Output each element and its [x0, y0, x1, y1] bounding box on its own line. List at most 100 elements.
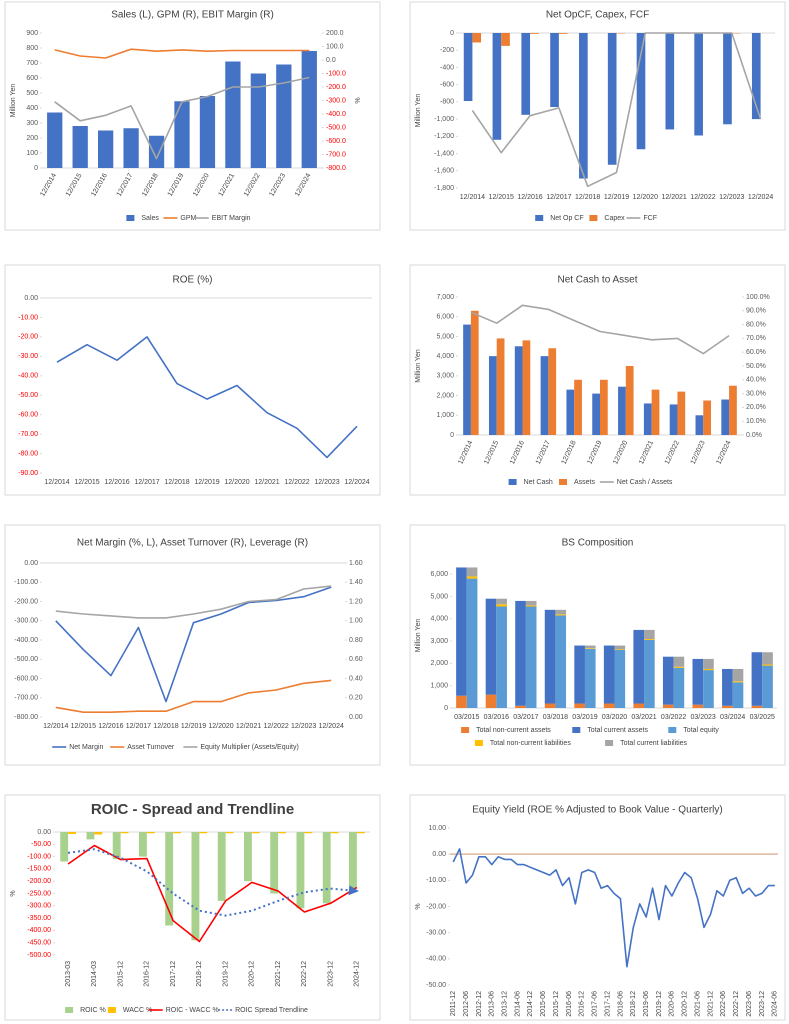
bar-segment	[732, 682, 744, 708]
legend-label: Net Op CF	[550, 215, 583, 222]
bar	[721, 399, 730, 435]
bar	[579, 33, 588, 179]
bar	[165, 832, 174, 926]
x-tick-label: 12/2024	[319, 723, 344, 730]
bar-segment	[603, 645, 615, 704]
legend-label: Asset Turnover	[127, 744, 175, 751]
bar	[217, 832, 226, 901]
legend-label: Net Cash / Assets	[617, 479, 673, 486]
y-tick-label: -150.00	[27, 866, 51, 873]
x-tick-label: 12/2019	[194, 479, 219, 486]
panel-border	[4, 264, 381, 496]
bar	[68, 832, 76, 834]
bar-segment	[633, 629, 645, 704]
chart-panel: ROIC - Spread and Trendline 0.00 -50.00 -10…	[4, 794, 381, 1021]
series-line	[67, 844, 358, 943]
bar-segment	[466, 567, 478, 577]
bar	[225, 61, 241, 168]
x-tick-label: 2017-12	[170, 961, 177, 987]
y-tick-label: -400.00	[27, 927, 51, 934]
bar	[244, 832, 252, 882]
y-tick-label: 500	[26, 90, 38, 97]
bar	[330, 832, 339, 834]
legend-label: Total equity	[683, 727, 719, 734]
y-tick-label: -90.00	[18, 470, 38, 477]
legend-label: Total non-current liabilities	[490, 740, 571, 747]
bar	[522, 340, 531, 435]
x-tick-label: 12/2015	[489, 194, 514, 201]
y-tick-label: 300	[26, 120, 38, 127]
bar	[148, 135, 165, 168]
bar	[694, 33, 703, 136]
y2-tick-label: 60.0%	[746, 349, 766, 356]
panel-border	[4, 524, 381, 766]
x-tick-label: 2022-06	[720, 991, 727, 1017]
bar	[548, 348, 557, 435]
x-tick-label: 2020-06	[669, 991, 676, 1017]
series-line	[470, 304, 730, 355]
chart-title: Net OpCF, Capex, FCF	[546, 10, 649, 21]
x-tick-label: 2021-12	[275, 961, 282, 987]
y2-tick-label: -500.0	[326, 124, 346, 131]
x-tick-label: 12/2019	[604, 194, 629, 201]
chart-title: Net Cash to Asset	[557, 275, 637, 286]
y2-tick-label: 40.0%	[746, 377, 766, 384]
bar	[566, 389, 575, 435]
bar	[625, 366, 634, 435]
x-tick-label: 2018-12	[196, 961, 203, 987]
bar-segment	[644, 629, 655, 640]
bar-segment	[485, 598, 497, 695]
y-tick-label: -800.00	[14, 714, 38, 721]
series-line	[55, 679, 332, 713]
bar	[123, 128, 139, 168]
y-tick-label: 0.00	[24, 560, 38, 567]
legend-label: Capex	[604, 215, 625, 222]
y-tick-label: -10.00	[426, 877, 446, 884]
bar	[322, 832, 331, 904]
y-tick-label: 900	[26, 30, 38, 37]
y-tick-label: 600	[26, 75, 38, 82]
y-tick-label: -50.00	[426, 982, 446, 989]
bar	[751, 33, 761, 120]
y-tick-label: -100.00	[14, 579, 38, 586]
y-tick-label: 1,000	[430, 683, 448, 690]
y2-tick-label: 0.80	[349, 637, 363, 644]
y-tick-label: -200.00	[27, 878, 51, 885]
legend-label: GPM	[180, 215, 196, 222]
series-line	[56, 336, 358, 459]
y-axis-title: Million Yen	[415, 94, 422, 128]
bar	[488, 356, 497, 435]
y-tick-label: -500.00	[27, 952, 51, 959]
y-tick-label: 6,000	[430, 571, 448, 578]
y2-tick-label: 100.0	[326, 43, 344, 50]
y-tick-label: -20.00	[18, 334, 38, 341]
bar	[72, 126, 88, 168]
y2-tick-label: 30.0%	[746, 390, 766, 397]
y-tick-label: -500.00	[14, 656, 38, 663]
bar-segment	[762, 664, 773, 666]
panel-border	[4, 1, 381, 231]
y2-tick-label: 1.20	[349, 598, 363, 605]
legend-swatch	[474, 740, 483, 746]
legend-label: Assets	[574, 479, 596, 486]
y-axis-title: Million Yen	[415, 349, 422, 383]
legend-label: ROIC %	[80, 1007, 106, 1014]
bar-segment	[762, 665, 773, 708]
bar-segment	[525, 605, 537, 607]
x-tick-label: 12/2016	[104, 479, 129, 486]
chart-panel: BS Composition 0 1,000 2,000 3,000 4,000 5,000…	[409, 524, 786, 766]
x-tick-label: 2016-12	[144, 961, 151, 987]
bar-segment	[496, 606, 507, 708]
x-tick-label: 2015-06	[540, 991, 547, 1017]
y-tick-label: 0	[450, 432, 454, 439]
series-line	[55, 585, 332, 619]
x-tick-label: 2022-12	[301, 961, 308, 987]
x-tick-label: 2023-12	[759, 991, 766, 1017]
bar	[356, 832, 365, 834]
bar-segment	[614, 645, 626, 650]
bar-segment	[466, 578, 478, 708]
bar-segment	[584, 648, 596, 708]
bar	[304, 832, 313, 834]
bar	[225, 832, 234, 834]
x-tick-label: 12/2020	[633, 194, 658, 201]
